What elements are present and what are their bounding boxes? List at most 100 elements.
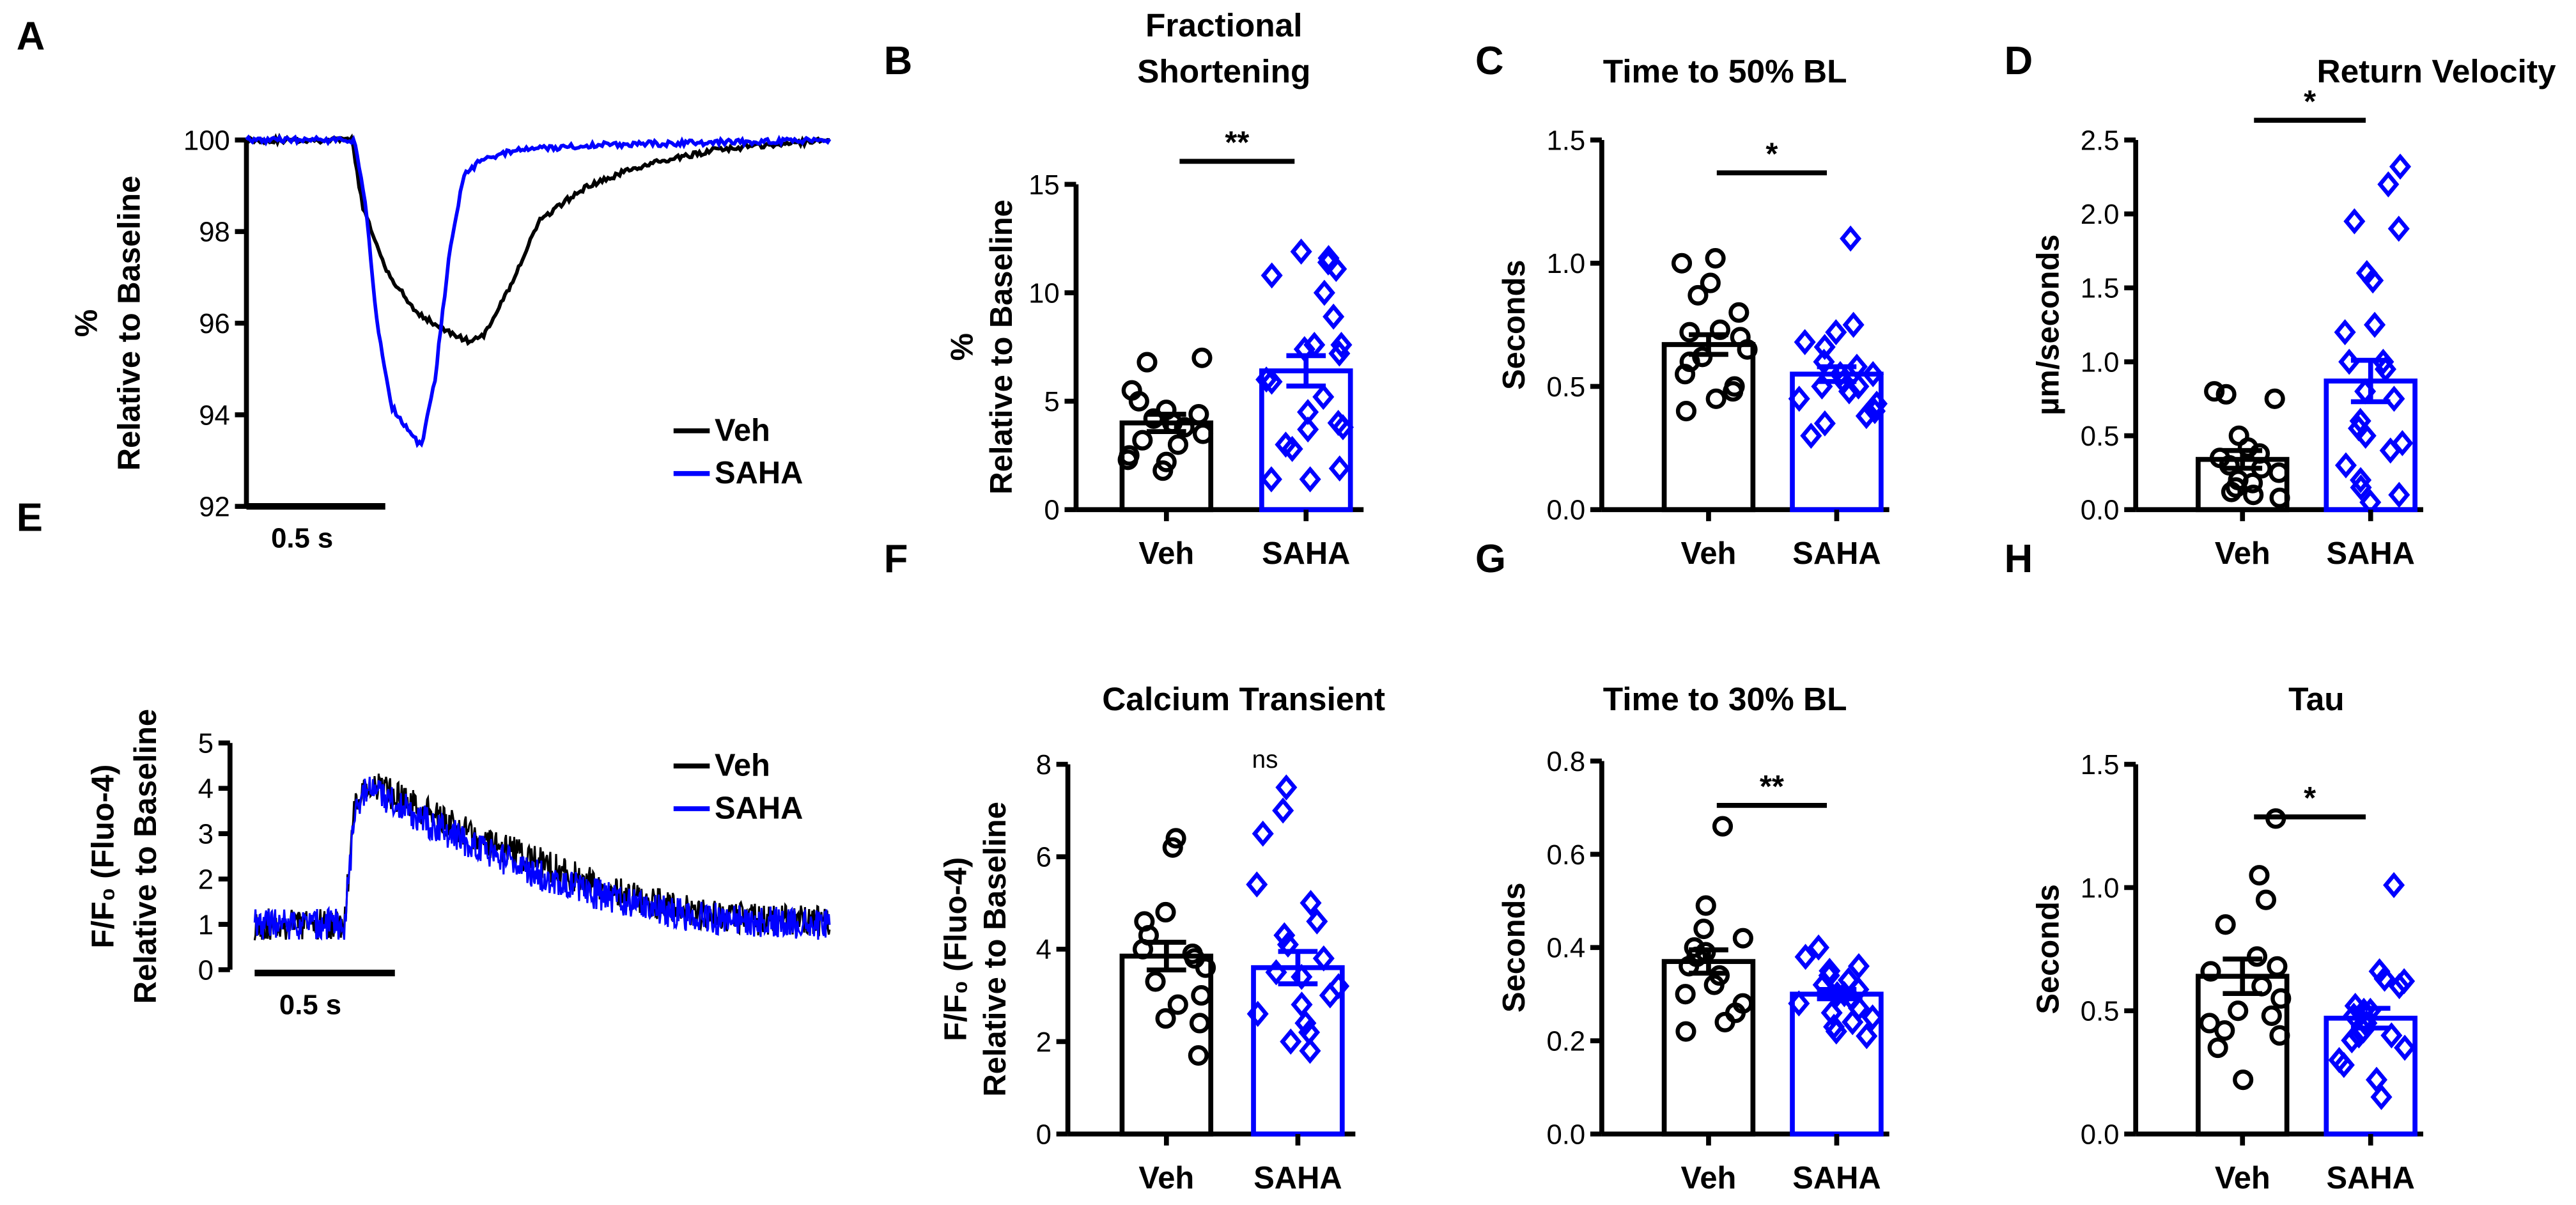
data-point	[1299, 1038, 1321, 1064]
data-point	[1675, 1021, 1696, 1042]
data-point	[2354, 423, 2377, 449]
y-tick-label: 0	[1044, 495, 1059, 526]
data-point	[1132, 430, 1153, 451]
data-point	[1842, 311, 1865, 338]
data-point	[2249, 865, 2270, 886]
scale-bar-label: 0.5 s	[271, 522, 333, 554]
data-point	[1675, 364, 1696, 385]
data-point	[1290, 238, 1312, 265]
x-tick-label: Veh	[2215, 536, 2270, 571]
significance-label: *	[2304, 781, 2316, 816]
panel-letter: B	[884, 39, 913, 83]
panel-letter: D	[2005, 39, 2033, 83]
x-tick-label: Veh	[1681, 536, 1737, 571]
chart-title: Fractional	[1145, 6, 1303, 43]
data-point	[2343, 208, 2366, 235]
data-point	[1299, 466, 1321, 493]
panel-a: A 92 94 96 98 100% Relative to Baseline Veh SAHA…	[17, 15, 832, 554]
significance-label: **	[1225, 126, 1249, 160]
data-point	[1813, 348, 1835, 375]
y-tick-label: 0.0	[2081, 1119, 2120, 1150]
data-point	[2221, 481, 2242, 502]
panel-g: G 0.0 0.2 0.4 0.6 0.8 Seconds Time to 30% BL Veh…	[1475, 537, 1889, 1195]
data-point	[2394, 1034, 2416, 1061]
panel-letter: C	[1475, 39, 1504, 83]
data-point	[2215, 384, 2237, 405]
error-bar	[1689, 332, 1728, 357]
x-tick-label: Veh	[1138, 536, 1194, 571]
data-point	[2269, 487, 2290, 508]
y-tick-label: 1.0	[2081, 346, 2120, 378]
data-point	[1330, 332, 1353, 358]
y-axis-label: Seconds	[1497, 882, 1532, 1013]
y-tick-label: 4	[1036, 934, 1051, 965]
data-point	[1188, 1045, 1209, 1066]
data-point	[1145, 971, 1166, 992]
data-point	[1325, 256, 1347, 283]
trace-veh	[245, 132, 830, 346]
data-point	[1847, 952, 1870, 979]
error-bar	[2223, 956, 2263, 997]
y-axis-label: Seconds	[2031, 884, 2065, 1015]
error-bar	[2350, 357, 2391, 405]
y-tick-label: 0.6	[1546, 839, 1585, 871]
data-point	[2373, 965, 2396, 992]
chart-title: Shortening	[1137, 52, 1310, 89]
series-saha	[1788, 934, 1884, 1137]
data-point	[2364, 311, 2386, 338]
y-tick-label: 2	[198, 864, 213, 895]
data-point	[1276, 931, 1299, 958]
data-point	[1813, 334, 1836, 361]
data-point	[1712, 816, 1734, 837]
data-point	[2365, 1066, 2388, 1093]
data-point	[1152, 460, 1174, 481]
data-point	[1174, 417, 1195, 438]
data-point	[2264, 388, 2285, 409]
data-point	[2334, 319, 2356, 346]
data-point	[2387, 215, 2410, 242]
data-point	[1281, 435, 1303, 462]
significance-label: *	[1765, 137, 1778, 172]
data-point	[1280, 1028, 1302, 1055]
data-point	[1800, 423, 1822, 449]
y-axis-label: F/F₀ (Fluo-4)	[938, 857, 973, 1041]
error-bar	[1146, 940, 1186, 973]
data-point	[1165, 828, 1186, 849]
legend-label: SAHA	[715, 456, 803, 490]
x-tick-label: Veh	[2215, 1161, 2270, 1195]
data-point	[2350, 474, 2372, 501]
x-tick-label: Veh	[1681, 1161, 1737, 1195]
data-point	[2233, 1069, 2254, 1091]
data-point	[2225, 477, 2246, 498]
y-tick-label: 1.0	[1546, 248, 1585, 279]
data-point	[2383, 385, 2405, 412]
data-point	[1328, 455, 1351, 482]
data-point	[1294, 1010, 1317, 1036]
x-tick-label: SAHA	[2327, 1161, 2415, 1195]
data-point	[1167, 994, 1188, 1015]
data-point	[1331, 414, 1354, 440]
data-point	[2389, 153, 2412, 180]
x-tick-label: Veh	[1138, 1161, 1194, 1195]
data-point	[2255, 889, 2277, 910]
data-point	[1323, 303, 1345, 330]
y-tick-label: 0.0	[1546, 1119, 1585, 1150]
data-point	[1143, 408, 1164, 429]
bar	[1251, 965, 1345, 1137]
data-point	[1313, 279, 1335, 306]
chart-title: Tau	[2288, 680, 2345, 717]
data-point	[1709, 319, 1730, 340]
series-veh	[1661, 247, 1758, 513]
significance-label: **	[1760, 770, 1784, 804]
data-point	[1671, 253, 1693, 274]
panel-letter: G	[1475, 537, 1506, 581]
x-tick-label: SAHA	[1792, 1161, 1881, 1195]
legend-label: Veh	[715, 749, 770, 783]
y-tick-label: 5	[198, 728, 213, 759]
x-tick-label: SAHA	[1253, 1161, 1342, 1195]
series-saha	[1255, 238, 1354, 513]
chart-title: Calcium Transient	[1102, 680, 1385, 717]
data-point	[1117, 449, 1138, 470]
y-axis-label: %	[945, 333, 980, 361]
data-point	[1155, 901, 1176, 923]
